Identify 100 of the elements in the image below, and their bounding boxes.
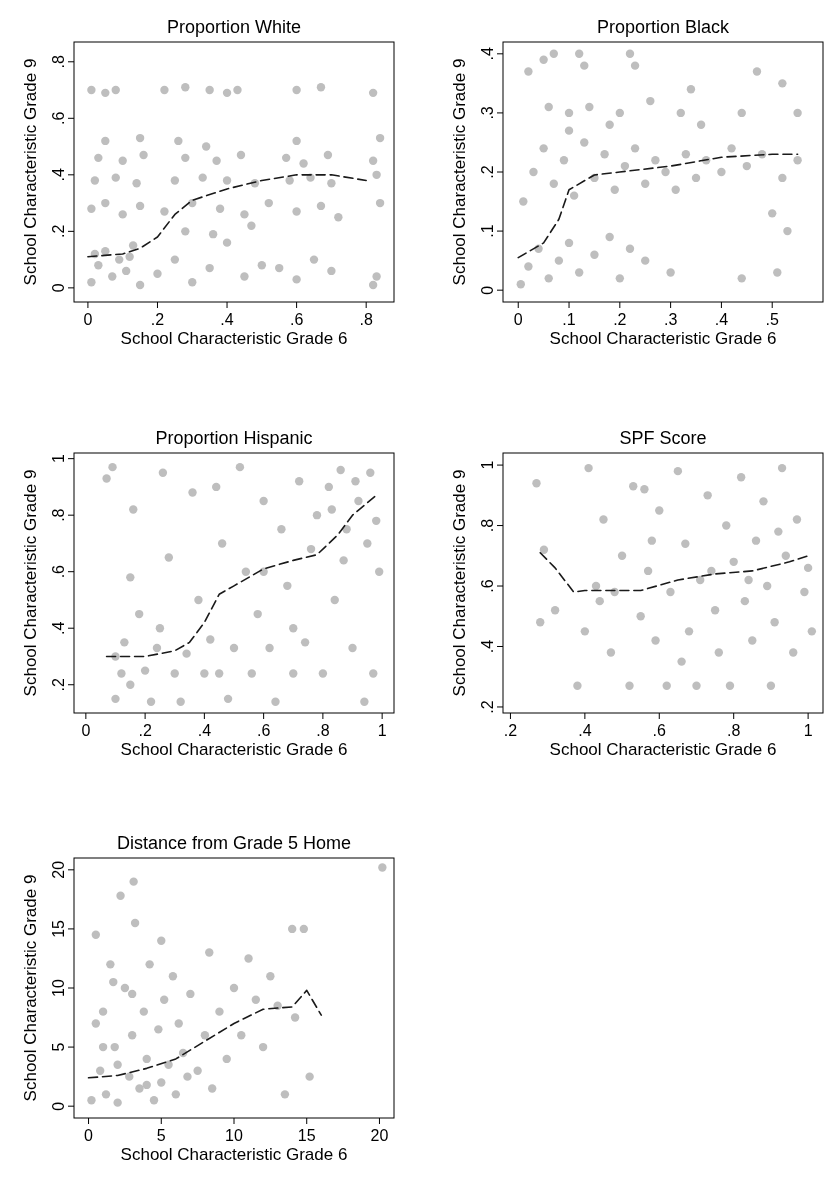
point <box>215 1007 224 1016</box>
y-tick-label: 5 <box>50 1042 67 1052</box>
point <box>610 587 619 597</box>
point <box>134 609 144 619</box>
point <box>241 567 251 576</box>
y-tick-label: .8 <box>50 55 67 69</box>
point <box>294 477 304 486</box>
point <box>217 539 227 548</box>
point <box>126 573 135 582</box>
y-tick-label: 0 <box>50 1101 67 1111</box>
point <box>696 575 705 585</box>
x-axis-title: School Characteristic Grade 6 <box>120 1145 348 1164</box>
point <box>171 1090 181 1099</box>
point <box>152 643 162 653</box>
point <box>651 636 660 645</box>
point <box>251 995 261 1005</box>
point <box>327 505 336 514</box>
x-tick-label: 10 <box>225 1127 243 1144</box>
x-tick-label: .4 <box>714 311 729 328</box>
point <box>807 627 817 636</box>
point <box>91 1019 101 1028</box>
point <box>617 551 627 560</box>
x-tick-label: 1 <box>803 722 813 739</box>
point <box>188 488 197 497</box>
chart-title: SPF Score <box>619 428 707 448</box>
x-tick-label: 0 <box>84 1127 94 1144</box>
point <box>142 1080 151 1090</box>
point <box>643 566 653 576</box>
point <box>312 510 322 520</box>
x-tick-label: .8 <box>727 722 741 739</box>
point <box>374 567 384 576</box>
point <box>116 891 125 901</box>
point <box>259 496 268 506</box>
point <box>212 482 221 492</box>
point <box>206 635 215 644</box>
point <box>164 1060 173 1070</box>
point <box>305 1072 314 1081</box>
point <box>91 930 101 940</box>
point <box>300 638 310 647</box>
point <box>677 657 686 666</box>
point <box>113 1098 122 1107</box>
point <box>214 669 224 678</box>
point <box>237 1031 246 1040</box>
y-tick-label: 1 <box>479 460 496 470</box>
point <box>655 506 664 515</box>
x-tick-label: 20 <box>370 1127 389 1144</box>
line-series <box>87 989 323 1079</box>
point <box>244 954 253 963</box>
chart-title: Proportion White <box>166 17 302 37</box>
point <box>271 697 280 706</box>
point <box>111 694 120 704</box>
y-tick-label: .3 <box>479 106 496 120</box>
x-tick-label: 15 <box>297 1127 316 1144</box>
point <box>647 536 657 545</box>
point <box>127 1031 137 1040</box>
point <box>142 1054 151 1064</box>
point <box>729 557 738 567</box>
x-tick-label: .4 <box>578 722 592 739</box>
point <box>751 536 761 545</box>
point <box>183 1072 192 1081</box>
x-axis-title: School Characteristic Grade 6 <box>549 329 777 348</box>
point <box>299 924 309 934</box>
x-axis-title: School Characteristic Grade 6 <box>549 740 777 759</box>
point <box>200 669 209 678</box>
x-tick-label: 5 <box>156 1127 166 1144</box>
point <box>673 466 683 476</box>
x-tick-label: .8 <box>359 311 373 328</box>
point <box>710 606 720 615</box>
point <box>762 581 772 591</box>
y-tick-label: 20 <box>50 860 67 879</box>
y-tick-label: 15 <box>50 919 67 938</box>
x-tick-label: .5 <box>765 311 779 328</box>
point <box>205 948 214 957</box>
x-tick-label: 0 <box>81 722 91 739</box>
point <box>781 551 790 560</box>
y-tick-label: .8 <box>479 518 496 533</box>
y-tick-label: 0 <box>479 285 496 295</box>
point <box>98 1042 108 1052</box>
point <box>174 1019 183 1028</box>
point <box>330 595 339 605</box>
point <box>740 596 750 606</box>
point <box>777 463 787 473</box>
point <box>207 1084 217 1093</box>
point <box>106 960 115 969</box>
x-tick-label: .2 <box>503 722 518 739</box>
point <box>266 971 275 981</box>
point <box>102 474 111 483</box>
y-tick-label: .4 <box>50 621 67 635</box>
y-tick-label: 10 <box>50 979 67 997</box>
point <box>157 1078 166 1087</box>
line-series <box>105 494 378 658</box>
point <box>681 539 690 548</box>
y-tick-label: .1 <box>479 224 496 238</box>
point <box>580 627 590 636</box>
y-axis-title: School Characteristic Grade 9 <box>450 58 469 286</box>
y-axis-title: School Characteristic Grade 9 <box>21 874 40 1102</box>
point <box>336 465 345 475</box>
point <box>662 681 671 690</box>
x-axis-title: School Characteristic Grade 6 <box>120 740 348 759</box>
point <box>222 1054 231 1064</box>
